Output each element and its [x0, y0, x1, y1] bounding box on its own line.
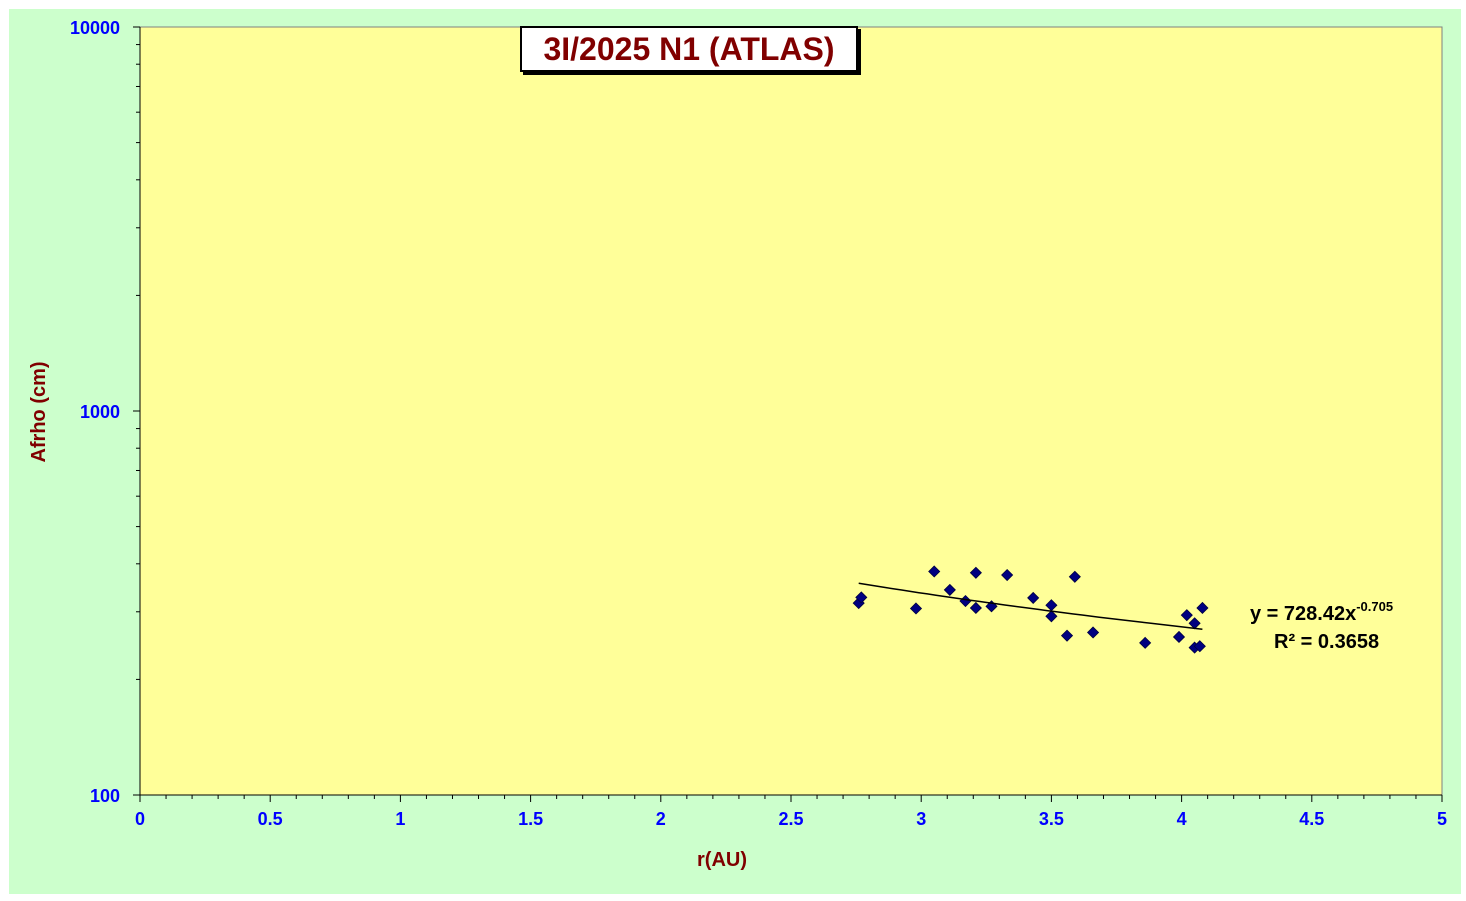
- data-point: [1193, 640, 1206, 653]
- data-point: [1001, 568, 1014, 582]
- data-point: [1139, 636, 1152, 649]
- data-point: [1068, 570, 1081, 583]
- trendline: [858, 582, 1203, 630]
- data-point: [1196, 601, 1209, 615]
- data-point: [969, 566, 982, 579]
- data-point: [909, 602, 923, 615]
- x-tick-label: 5: [1437, 809, 1447, 829]
- data-point: [1060, 629, 1074, 642]
- data-point: [1180, 609, 1193, 622]
- x-tick-label: 1.5: [518, 809, 543, 829]
- axes: [133, 26, 1443, 802]
- x-tick-label: 2: [656, 809, 666, 829]
- data-points: [852, 565, 1209, 654]
- plot-area: [139, 26, 1443, 796]
- x-tick-label: 2.5: [778, 809, 803, 829]
- y-axis-title: Afrho (cm): [28, 361, 50, 462]
- x-tick-label: 4.5: [1299, 809, 1324, 829]
- y-tick-label: 100: [90, 786, 120, 806]
- tick-labels: 100 1000 10000 0 0.5 1 1.5 2 2.5 3 3.5 4 4.5 5: [70, 18, 1447, 829]
- x-tick-label: 3.5: [1039, 809, 1064, 829]
- trendline-r-squared: R² = 0.3658: [1274, 631, 1379, 653]
- data-point: [1027, 591, 1040, 604]
- y-tick-label: 10000: [70, 18, 120, 38]
- data-point: [1172, 630, 1186, 644]
- trendline-equation: y = 728.42x-0.705: [1250, 599, 1393, 625]
- trendline-equation-exponent: -0.705: [1356, 599, 1393, 614]
- x-tick-label: 0.5: [258, 809, 283, 829]
- x-tick-label: 3: [916, 809, 926, 829]
- x-tick-label: 0: [135, 809, 145, 829]
- x-axis-title: r(AU): [697, 849, 747, 871]
- trendline-path: [858, 582, 1203, 630]
- data-point: [928, 565, 941, 578]
- x-tick-label: 4: [1177, 809, 1187, 829]
- y-tick-label: 1000: [80, 402, 120, 422]
- chart-title: 3I/2025 N1 (ATLAS): [543, 30, 835, 67]
- data-point: [1086, 626, 1100, 639]
- data-point: [943, 583, 956, 596]
- data-point: [1045, 610, 1058, 623]
- data-point: [855, 591, 868, 604]
- data-point: [969, 601, 982, 615]
- chart-title-box: 3I/2025 N1 (ATLAS): [520, 26, 858, 72]
- trendline-equation-base: y = 728.42x: [1250, 603, 1356, 625]
- x-tick-label: 1: [395, 809, 405, 829]
